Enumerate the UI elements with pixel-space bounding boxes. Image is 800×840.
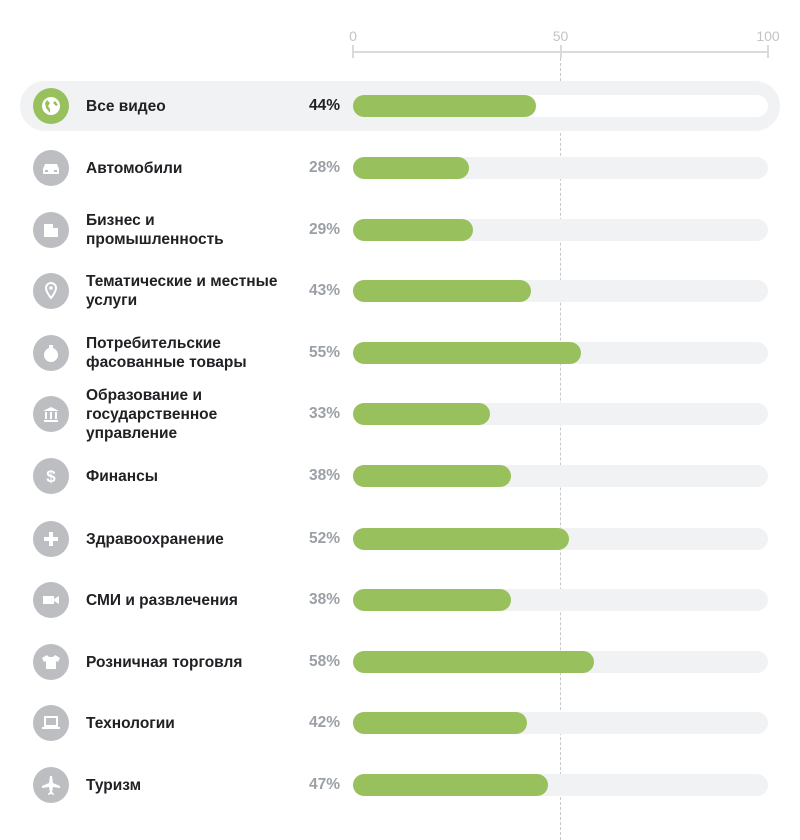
location-pin-icon: [33, 273, 69, 309]
airplane-icon: [33, 767, 69, 803]
bar-track: [353, 774, 768, 796]
category-label: Финансы: [86, 467, 158, 485]
bar-track: [353, 589, 768, 611]
bar-row[interactable]: Розничная торговля 58%: [0, 637, 800, 687]
category-label: СМИ и развлечения: [86, 591, 238, 609]
bar: [353, 95, 536, 117]
bar-track: [353, 651, 768, 673]
value-label: 38%: [308, 591, 340, 608]
tick-mark: [767, 45, 769, 58]
tick-label: 50: [552, 28, 569, 44]
dollar-icon: $: [33, 458, 69, 494]
bar: [353, 342, 582, 364]
svg-text:$: $: [46, 467, 56, 486]
bank-icon: [33, 396, 69, 432]
value-label: 43%: [308, 282, 340, 299]
value-label: 33%: [308, 405, 340, 422]
reference-line-50: [560, 58, 561, 840]
category-label: Все видео: [86, 97, 166, 115]
tick-label: 0: [349, 28, 357, 44]
value-label: 55%: [308, 344, 340, 361]
bottle-icon: [33, 335, 69, 371]
t-shirt-icon: [33, 644, 69, 680]
bar-row[interactable]: Потребительские фасованные товары 55%: [0, 328, 800, 378]
value-label: 52%: [308, 530, 340, 547]
category-label: Здравоохранение: [86, 530, 224, 548]
bar: [353, 712, 528, 734]
bar: [353, 157, 470, 179]
bar-track: [353, 157, 768, 179]
bar-track: [353, 712, 768, 734]
bar-row[interactable]: Все видео 44%: [0, 81, 800, 131]
value-label: 58%: [308, 653, 340, 670]
category-label: Туризм: [86, 776, 142, 794]
bar-track: [353, 280, 768, 302]
value-label: 47%: [308, 776, 340, 793]
bar-track: [353, 219, 768, 241]
bar: [353, 219, 474, 241]
tick-mark: [559, 45, 562, 58]
bar-track: [353, 342, 768, 364]
bar: [353, 651, 594, 673]
bar-row[interactable]: Здравоохранение 52%: [0, 514, 800, 564]
building-icon: [33, 212, 69, 248]
bar: [353, 403, 490, 425]
plus-icon: [33, 521, 69, 557]
bar-row[interactable]: Туризм 47%: [0, 760, 800, 810]
bar: [353, 465, 511, 487]
bar-track: [353, 465, 768, 487]
bar-row[interactable]: $ Финансы 38%: [0, 451, 800, 501]
bar-row[interactable]: Образование и государственное управление…: [0, 386, 800, 442]
bar-row[interactable]: Тематические и местные услуги 43%: [0, 266, 800, 316]
bar-track: [353, 95, 768, 117]
category-label: Бизнес и промышленность: [86, 212, 224, 248]
bar: [353, 528, 569, 550]
bar-row[interactable]: Бизнес и промышленность 29%: [0, 205, 800, 255]
category-label: Образование и государственное управление: [86, 386, 218, 442]
value-label: 42%: [308, 714, 340, 731]
category-label: Автомобили: [86, 159, 183, 177]
value-label: 29%: [308, 221, 340, 238]
bar: [353, 589, 511, 611]
value-label: 38%: [308, 467, 340, 484]
bar-row[interactable]: СМИ и развлечения 38%: [0, 575, 800, 625]
bar: [353, 774, 549, 796]
value-label: 28%: [308, 159, 340, 176]
category-label: Технологии: [86, 714, 175, 732]
globe-icon: [33, 88, 69, 124]
tick-label: 100: [756, 28, 780, 44]
bar-row[interactable]: Технологии 42%: [0, 698, 800, 748]
tick-mark: [352, 45, 354, 58]
value-label: 44%: [308, 97, 340, 114]
bar-track: [353, 403, 768, 425]
bar-row[interactable]: Автомобили 28%: [0, 143, 800, 193]
category-label: Розничная торговля: [86, 653, 243, 671]
video-camera-icon: [33, 582, 69, 618]
category-label: Тематические и местные услуги: [86, 273, 278, 309]
bar: [353, 280, 532, 302]
car-icon: [33, 150, 69, 186]
bar-track: [353, 528, 768, 550]
category-label: Потребительские фасованные товары: [86, 335, 247, 371]
laptop-icon: [33, 705, 69, 741]
